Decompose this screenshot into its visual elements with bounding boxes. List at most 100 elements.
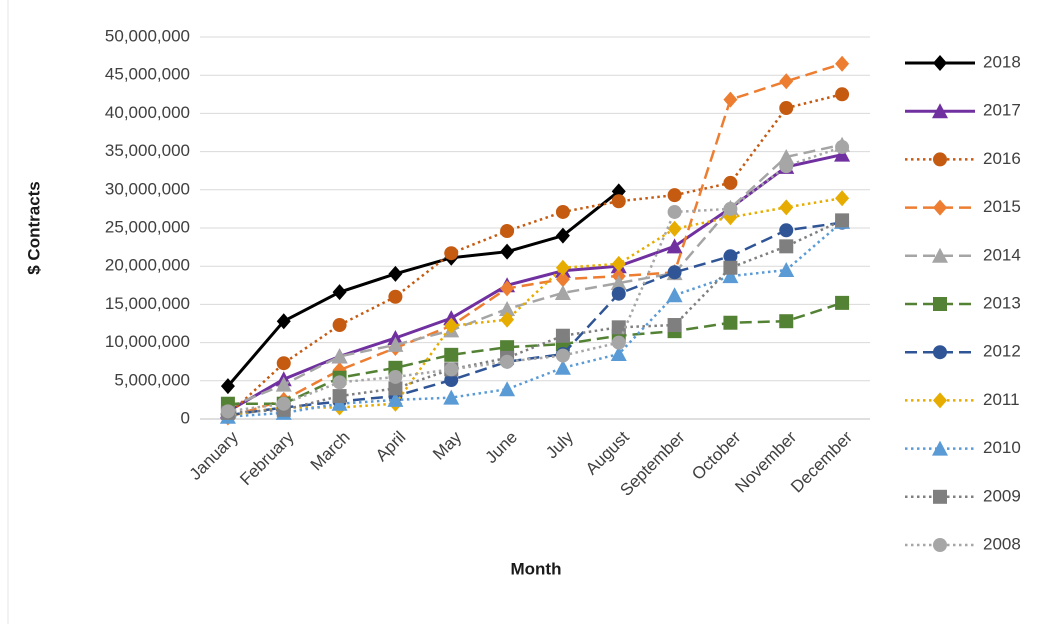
y-tick-label: 10,000,000 [105, 332, 190, 351]
data-point [444, 347, 459, 362]
data-point [500, 354, 515, 369]
data-point [667, 188, 682, 203]
series-line [227, 145, 843, 413]
y-axis-title: $ Contracts [24, 181, 43, 275]
data-point [723, 249, 738, 264]
x-tick-label: March [307, 428, 354, 475]
series-line [227, 62, 843, 419]
data-point [611, 335, 626, 350]
data-point [499, 381, 516, 397]
series-line [227, 219, 843, 415]
legend-label: 2010 [983, 438, 1021, 457]
x-tick-label: August [582, 427, 633, 478]
data-point [500, 311, 515, 328]
y-tick-label: 20,000,000 [105, 256, 190, 275]
data-point [220, 378, 235, 395]
data-point [723, 315, 738, 330]
data-point [388, 381, 403, 396]
data-point [666, 287, 683, 303]
data-point [387, 336, 404, 352]
series-line [227, 301, 843, 405]
data-point [555, 328, 570, 343]
legend-marker [933, 297, 947, 311]
data-point [444, 373, 459, 388]
data-point [276, 396, 291, 411]
data-point [388, 289, 403, 304]
data-point [443, 310, 460, 326]
data-point [779, 73, 794, 90]
y-tick-label: 5,000,000 [114, 370, 190, 389]
data-point [332, 375, 347, 390]
legend-label: 2012 [983, 342, 1021, 361]
data-point [667, 204, 682, 219]
data-point [723, 91, 738, 108]
data-point [331, 348, 348, 364]
data-point [611, 320, 626, 335]
legend-marker [933, 538, 947, 552]
data-point [276, 313, 291, 330]
data-point [778, 148, 795, 164]
x-tick-label: February [236, 427, 298, 489]
data-point [667, 318, 682, 333]
y-tick-label: 0 [181, 408, 190, 427]
x-tick-label: June [482, 428, 522, 468]
legend-marker [932, 103, 948, 119]
data-point [332, 318, 347, 333]
data-point [666, 238, 683, 254]
legend-label: 2011 [983, 390, 1020, 409]
data-point [722, 268, 739, 284]
legend-marker [932, 440, 948, 456]
data-point [611, 255, 626, 272]
data-point [332, 284, 347, 301]
data-point [331, 395, 348, 411]
legend-marker [932, 247, 948, 263]
data-point [554, 359, 571, 375]
data-point [723, 201, 738, 216]
legend-label: 2009 [983, 486, 1021, 505]
x-tick-label: October [688, 427, 744, 483]
data-point [275, 376, 292, 392]
series-line [227, 153, 843, 413]
legend-label: 2013 [983, 293, 1021, 312]
x-axis-title: Month [511, 559, 562, 578]
legend-marker [933, 489, 947, 504]
data-point [779, 101, 794, 116]
x-tick-label: May [429, 427, 465, 463]
y-tick-label: 45,000,000 [105, 65, 190, 84]
data-point [779, 199, 794, 216]
data-point [500, 224, 515, 239]
x-tick-label: April [372, 428, 409, 465]
data-point [555, 348, 570, 363]
data-point [499, 300, 516, 316]
data-point [723, 175, 738, 190]
data-point [443, 389, 460, 405]
series-line [227, 93, 843, 417]
data-point [500, 280, 515, 297]
series-line [227, 220, 843, 418]
x-tick-label: January [186, 427, 243, 484]
x-tick-label: December [787, 427, 856, 496]
data-point [555, 227, 570, 244]
data-point [667, 220, 682, 237]
data-point [778, 262, 795, 278]
data-point [444, 246, 459, 261]
legend-label: 2016 [983, 149, 1021, 168]
data-point [554, 284, 571, 300]
data-point [835, 213, 850, 228]
data-point [444, 317, 459, 334]
data-point [276, 356, 291, 371]
data-point [835, 140, 850, 155]
data-point [779, 239, 794, 254]
series-line [226, 190, 620, 388]
data-point [555, 204, 570, 219]
data-point [332, 389, 347, 404]
legend-label: 2017 [983, 101, 1021, 120]
legend-label: 2018 [983, 52, 1021, 71]
legend-marker [933, 345, 947, 360]
data-point [779, 223, 794, 238]
data-point [723, 260, 738, 275]
data-point [500, 243, 515, 260]
series-line [227, 196, 843, 417]
y-tick-label: 50,000,000 [105, 26, 190, 45]
